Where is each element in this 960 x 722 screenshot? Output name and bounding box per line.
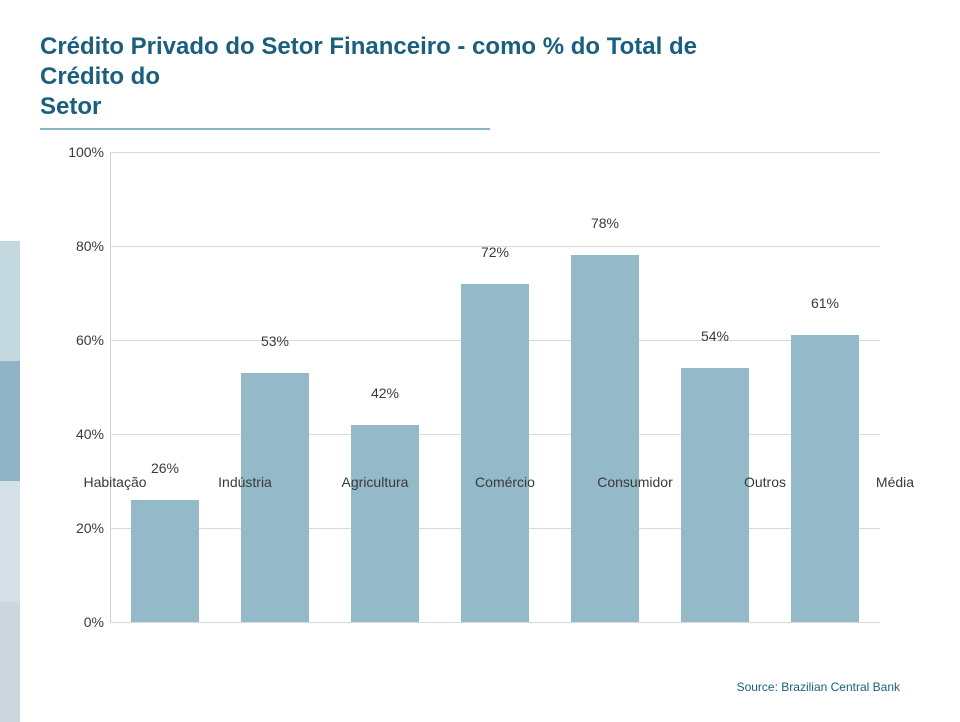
bar-slot: 78% xyxy=(550,152,660,622)
source-note: Source: Brazilian Central Bank xyxy=(737,680,900,694)
x-tick-label: Agricultura xyxy=(310,474,440,490)
bar-value-label: 42% xyxy=(371,385,399,405)
bar-slot: 26% xyxy=(110,152,220,622)
title-line-1: Crédito Privado do Setor Financeiro - co… xyxy=(40,33,697,90)
bar xyxy=(131,500,199,622)
y-tick-label: 100% xyxy=(60,144,104,160)
bar xyxy=(571,255,639,622)
bar-slot: 72% xyxy=(440,152,550,622)
bar-slot: 53% xyxy=(220,152,330,622)
y-tick-label: 60% xyxy=(60,332,104,348)
bar xyxy=(681,368,749,622)
x-tick-label: Comércio xyxy=(440,474,570,490)
title-line-2: Setor xyxy=(40,93,101,120)
bar-value-label: 72% xyxy=(481,244,509,264)
bar-value-label: 61% xyxy=(811,295,839,315)
bar-slot: 42% xyxy=(330,152,440,622)
bar-slot: 54% xyxy=(660,152,770,622)
bar-value-label: 53% xyxy=(261,333,289,353)
bar-slot: 61% xyxy=(770,152,880,622)
x-tick-label: Média xyxy=(830,474,960,490)
x-axis-labels: HabitaçãoIndústriaAgriculturaComércioCon… xyxy=(50,474,960,490)
plot-area: 26% 53% 42% 72% 78% 54% 61% xyxy=(110,152,880,622)
bars-container: 26% 53% 42% 72% 78% 54% 61% xyxy=(110,152,880,622)
chart-title: Crédito Privado do Setor Financeiro - co… xyxy=(40,32,780,122)
y-tick-label: 20% xyxy=(60,520,104,536)
y-tick-label: 0% xyxy=(60,614,104,630)
bar xyxy=(351,425,419,622)
x-tick-label: Indústria xyxy=(180,474,310,490)
gridline xyxy=(110,622,880,623)
x-tick-label: Outros xyxy=(700,474,830,490)
slide: Crédito Privado do Setor Financeiro - co… xyxy=(0,0,960,722)
bar-value-label: 54% xyxy=(701,328,729,348)
title-underline xyxy=(40,128,490,130)
bar xyxy=(461,284,529,622)
y-tick-label: 80% xyxy=(60,238,104,254)
bar xyxy=(241,373,309,622)
x-tick-label: Habitação xyxy=(50,474,180,490)
x-tick-label: Consumidor xyxy=(570,474,700,490)
bar-chart: 26%53%42%72%78%54%61% 0%20%40%60%80%100% xyxy=(60,152,880,622)
y-tick-label: 40% xyxy=(60,426,104,442)
bar-value-label: 78% xyxy=(591,215,619,235)
